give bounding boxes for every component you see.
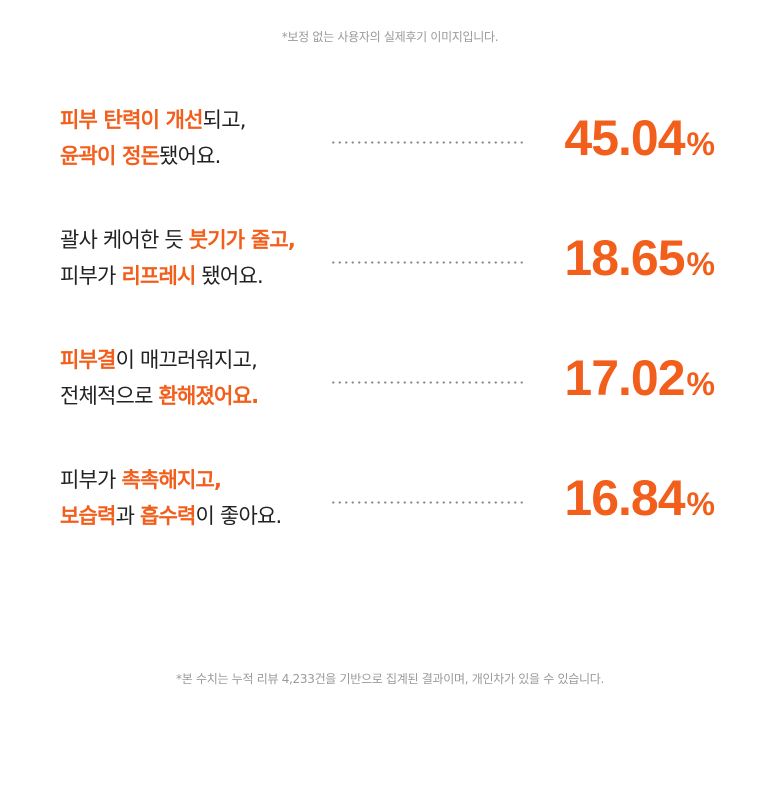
stat-number: 45.04 bbox=[564, 110, 685, 166]
stat-row-elasticity: 피부 탄력이 개선되고, 윤곽이 정돈됐어요. 45.04% bbox=[0, 102, 780, 182]
stat-description-line-1: 피부 탄력이 개선되고, bbox=[60, 108, 246, 132]
stat-row-texture: 피부결이 매끄러워지고, 전체적으로 환해졌어요. 17.02% bbox=[0, 342, 780, 422]
stat-value: 45.04% bbox=[564, 108, 715, 174]
stat-description: 피부가 촉촉해지고, 보습력과 흡수력이 좋아요. bbox=[60, 462, 282, 534]
stat-description-line-1: 괄사 케어한 듯 붓기가 줄고, bbox=[60, 228, 296, 252]
stat-description-line-2: 보습력과 흡수력이 좋아요. bbox=[60, 504, 282, 528]
stat-description-line-1: 피부결이 매끄러워지고, bbox=[60, 348, 258, 372]
stat-unit: % bbox=[686, 366, 715, 402]
stat-row-swelling: 괄사 케어한 듯 붓기가 줄고, 피부가 리프레시 됐어요. 18.65% bbox=[0, 222, 780, 302]
bottom-disclaimer: *본 수치는 누적 리뷰 4,233건을 기반으로 집계된 결과이며, 개인차가… bbox=[176, 672, 604, 686]
stat-description: 괄사 케어한 듯 붓기가 줄고, 피부가 리프레시 됐어요. bbox=[60, 222, 296, 294]
top-disclaimer: *보정 없는 사용자의 실제후기 이미지입니다. bbox=[281, 30, 499, 44]
stat-number: 16.84 bbox=[564, 470, 685, 526]
stat-value: 17.02% bbox=[564, 348, 715, 414]
stat-description-line-1: 피부가 촉촉해지고, bbox=[60, 468, 222, 492]
stat-description-line-2: 전체적으로 환해졌어요. bbox=[60, 384, 259, 408]
stat-unit: % bbox=[686, 486, 715, 522]
stat-number: 18.65 bbox=[564, 230, 685, 286]
stat-description-line-2: 윤곽이 정돈됐어요. bbox=[60, 144, 221, 168]
stat-unit: % bbox=[686, 246, 715, 282]
stat-value: 16.84% bbox=[564, 468, 715, 534]
dotted-leader bbox=[330, 261, 526, 264]
stat-description: 피부결이 매끄러워지고, 전체적으로 환해졌어요. bbox=[60, 342, 259, 414]
stat-unit: % bbox=[686, 126, 715, 162]
stat-number: 17.02 bbox=[564, 350, 685, 406]
stat-value: 18.65% bbox=[564, 228, 715, 294]
dotted-leader bbox=[330, 141, 526, 144]
dotted-leader bbox=[330, 381, 526, 384]
dotted-leader bbox=[330, 501, 526, 504]
stat-description-line-2: 피부가 리프레시 됐어요. bbox=[60, 264, 264, 288]
stat-description: 피부 탄력이 개선되고, 윤곽이 정돈됐어요. bbox=[60, 102, 246, 174]
stat-row-moisture: 피부가 촉촉해지고, 보습력과 흡수력이 좋아요. 16.84% bbox=[0, 462, 780, 542]
